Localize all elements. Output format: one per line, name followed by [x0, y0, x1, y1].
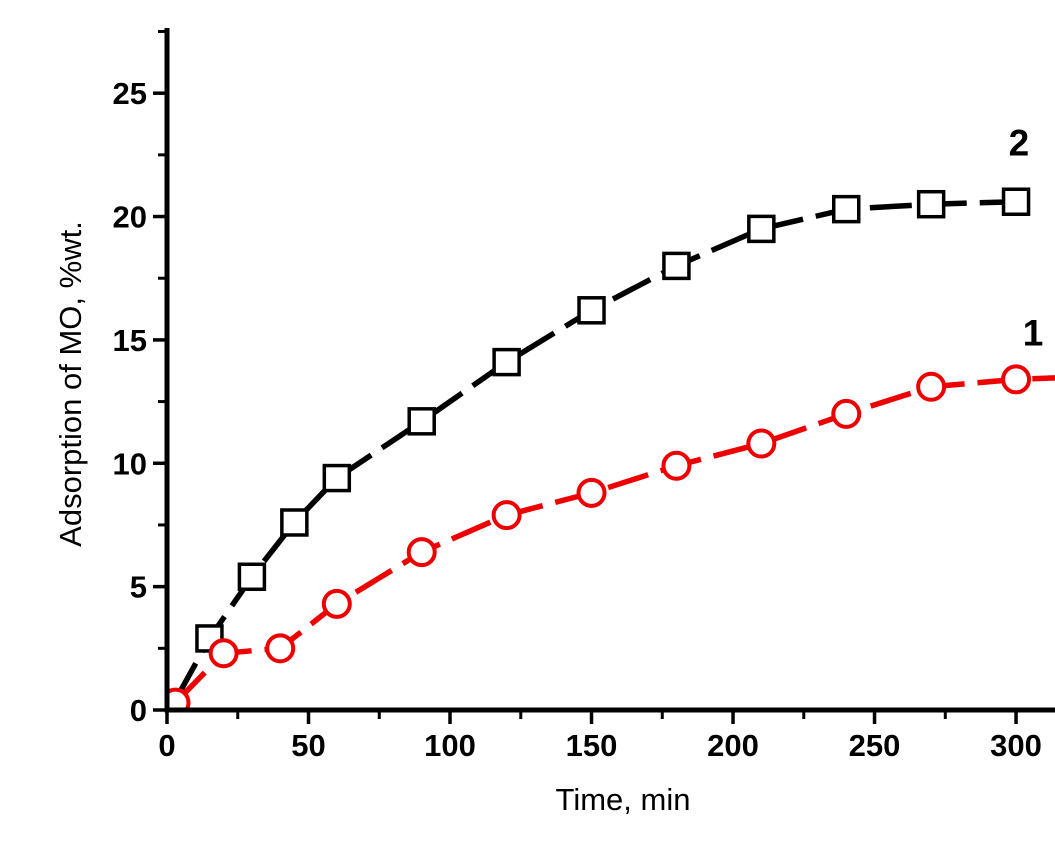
series-2-marker: [916, 189, 946, 219]
series-1-marker: [406, 537, 437, 568]
axes-layer: 0 50 100 150 200 250 300 0 5 10 15 20 25: [113, 28, 1055, 763]
x-tick-label: 150: [566, 728, 618, 763]
series-2-marker: [407, 407, 436, 436]
series-2-marker: [831, 194, 861, 224]
series-2-marker: [577, 296, 606, 325]
series-2-marker: [747, 214, 776, 244]
series-2-group: [173, 187, 1031, 702]
series-1-marker: [746, 428, 777, 459]
x-tick-label: 300: [990, 728, 1042, 763]
series-1-marker: [491, 500, 522, 531]
series-1-marker: [169, 687, 191, 708]
series-1-inline-label: 1: [1023, 313, 1044, 354]
y-tick-label: 0: [130, 693, 147, 728]
y-tick-label: 10: [113, 446, 147, 481]
x-tick-label: 0: [158, 728, 175, 763]
series-2-inline-label: 2: [1009, 123, 1030, 164]
series-2-marker: [322, 463, 352, 493]
x-tick-label: 200: [707, 728, 759, 763]
series-2-line: [173, 198, 1017, 702]
series-1-group: [169, 364, 1055, 708]
series-layer: [169, 187, 1055, 708]
y-axis-label: Adsorption of MO, %wt.: [53, 221, 88, 547]
series-1-marker: [661, 450, 692, 481]
y-tick-label: 5: [130, 570, 147, 605]
series-2-marker: [492, 347, 521, 377]
x-axis-label: Time, min: [556, 782, 691, 817]
series-1-line: [173, 375, 1055, 705]
series-2-marker: [1001, 187, 1031, 216]
series-2-marker: [662, 251, 691, 281]
series-1-marker: [321, 588, 352, 619]
y-tick-label: 25: [113, 76, 147, 111]
series-1-marker: [1001, 364, 1032, 395]
series-1-marker: [265, 633, 296, 664]
series-1-marker: [831, 398, 862, 429]
series-2-marker: [280, 508, 309, 537]
x-tick-label: 100: [424, 728, 476, 763]
series-2-marker: [237, 562, 267, 592]
series-1-marker: [916, 371, 947, 402]
y-tick-label: 20: [113, 200, 147, 235]
x-tick-label: 50: [291, 728, 325, 763]
series-1-marker: [576, 477, 607, 508]
x-tick-label: 250: [849, 728, 901, 763]
y-tick-label: 15: [113, 323, 147, 358]
annotation-layer: 21: [1009, 123, 1044, 354]
series-1-marker: [208, 638, 239, 669]
